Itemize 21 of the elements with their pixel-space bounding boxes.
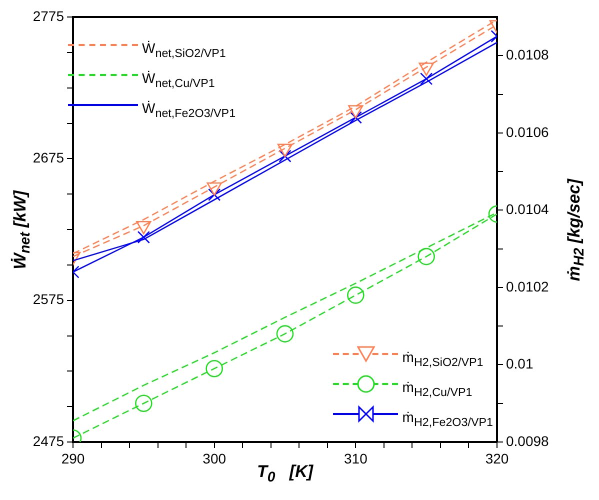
y-tick-label: 2575 (32, 291, 64, 308)
y-tick-label: 2675 (32, 150, 64, 166)
x-tick-label: 300 (202, 450, 226, 466)
y2-tick-label: 0.0102 (506, 278, 550, 294)
y2-tick-label: 0.0098 (506, 432, 550, 449)
x-axis-title: T$_{0}$ [K] (256, 462, 314, 486)
legend-label: ṁ$_{H2,SiO2/VP1}$ (402, 349, 484, 369)
legend-label: Ẇ$_{net,Fe2O3/VP1}$ (142, 100, 236, 120)
legend-label: ṁ$_{H2,Fe2O3/VP1}$ (402, 409, 493, 429)
legend-label: Ẇ$_{net,Cu/VP1}$ (142, 70, 215, 90)
x-tick-label: 290 (61, 450, 85, 466)
legend-label: Ẇ$_{net,SiO2/VP1}$ (142, 40, 226, 60)
y2-tick-label: 0.01 (506, 356, 534, 372)
y2-tick-label: 0.0108 (506, 46, 550, 62)
legend-label: ṁ$_{H2,Cu/VP1}$ (402, 379, 472, 399)
y-tick-label: 2775 (32, 8, 64, 24)
y2-tick-label: 0.0106 (506, 124, 550, 140)
x-tick-label: 310 (344, 450, 368, 466)
y2-tick-label: 0.0104 (506, 201, 550, 218)
y-tick-label: 2475 (32, 432, 64, 449)
x-tick-label: 320 (485, 450, 509, 466)
